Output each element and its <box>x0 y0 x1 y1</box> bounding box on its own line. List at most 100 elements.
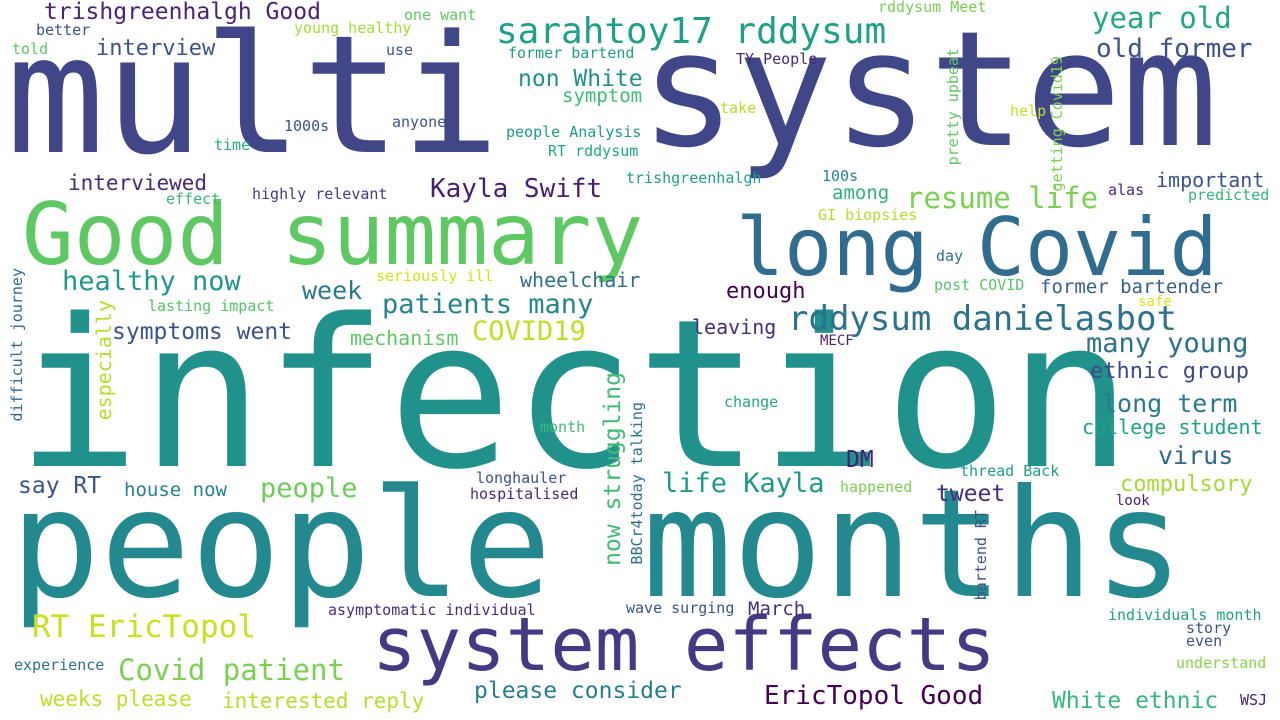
word-long-term: long term <box>1102 389 1238 418</box>
word-former-bartender: former bartender <box>1040 276 1224 298</box>
word-mechanism: mechanism <box>350 326 459 350</box>
word-former-bartend: former bartend <box>508 44 635 62</box>
word-year-old: year old <box>1092 1 1232 35</box>
word-seriously-ill: seriously ill <box>376 267 494 285</box>
word-mecf: MECF <box>820 333 854 349</box>
word-better: better <box>36 21 91 39</box>
word-resume-life: resume life <box>906 181 1099 215</box>
word-individuals-month: individuals month <box>1108 606 1262 624</box>
word-dm: DM <box>846 447 874 473</box>
word-old-former: old former <box>1096 34 1253 64</box>
word-tweet: tweet <box>936 481 1006 507</box>
word-rt-rddysum: RT rddysum <box>548 142 639 160</box>
word-hospitalised: hospitalised <box>470 485 579 503</box>
word-compulsory: compulsory <box>1120 472 1253 497</box>
word-ethnic-group: ethnic group <box>1090 359 1249 384</box>
word-look: look <box>1116 493 1150 509</box>
word-system: system <box>640 0 1218 183</box>
word-1000s: 1000s <box>284 117 330 135</box>
word-safe: safe <box>1138 294 1172 310</box>
word-virus: virus <box>1158 441 1234 470</box>
word-people-months: people months <box>10 458 1184 632</box>
word-wheelchair: wheelchair <box>520 268 641 292</box>
word-many-young: many young <box>1086 328 1249 359</box>
word-people-analysis: people Analysis <box>506 123 642 141</box>
word-anyone: anyone <box>392 113 447 131</box>
word-white-ethnic: White ethnic <box>1052 688 1219 714</box>
word-bbcr4today-talking: BBCr4today talking <box>628 402 646 565</box>
word-especially: especially <box>92 300 116 421</box>
word-symptoms-went: symptoms went <box>112 319 293 345</box>
word-life-kayla: life Kayla <box>662 468 825 499</box>
word-say-rt: say RT <box>18 473 102 499</box>
word-pretty-upbeat: pretty upbeat <box>944 48 962 166</box>
word-healthy-now: healthy now <box>62 266 241 297</box>
word-predicted: predicted <box>1188 186 1270 204</box>
word-people-small: people <box>260 473 358 504</box>
word-symptom: symptom <box>562 85 643 107</box>
word-enough: enough <box>726 279 806 304</box>
word-wave-surging: wave surging <box>626 599 735 617</box>
word-non-white: non White <box>518 66 643 92</box>
word-interested-reply: interested reply <box>222 689 425 713</box>
word-young-healthy: young healthy <box>294 19 412 37</box>
word-interview: interview <box>96 36 216 61</box>
word-please-consider: please consider <box>474 678 682 704</box>
word-kayla-swift: Kayla Swift <box>430 174 603 204</box>
word-covid-patient: Covid patient <box>118 653 345 687</box>
word-lasting-impact: lasting impact <box>148 297 275 315</box>
word-gi-biopsies: GI biopsies <box>818 206 918 224</box>
word-erictopol-good: EricTopol Good <box>764 681 984 711</box>
word-effect: effect <box>166 190 221 208</box>
word-thread-back: thread Back <box>960 462 1060 480</box>
word-happened: happened <box>840 478 913 496</box>
word-day: day <box>936 247 964 265</box>
word-longhauler: longhauler <box>476 469 567 487</box>
word-week: week <box>302 276 363 305</box>
word-story: story <box>1186 619 1232 637</box>
word-interviewed: interviewed <box>68 171 208 195</box>
word-leaving: leaving <box>692 315 777 339</box>
word-rt-erictopol: RT EricTopol <box>32 609 256 645</box>
word-patients-many: patients many <box>382 289 594 320</box>
word-even: even <box>1186 632 1223 650</box>
word-change: change <box>724 393 779 411</box>
word-bartend-rt: bartend RT <box>972 510 990 601</box>
word-understand: understand <box>1176 654 1267 672</box>
word-sarahtoy17-rddysum: sarahtoy17 rddysum <box>496 11 887 52</box>
word-time: time <box>214 136 251 154</box>
word-college-student: college student <box>1082 415 1263 439</box>
word-wsj: WSJ <box>1240 691 1268 709</box>
word-help: help <box>1010 102 1047 120</box>
word-highly-relevant: highly relevant <box>252 185 388 203</box>
word-house-now: house now <box>124 479 227 501</box>
word-march: March <box>748 598 806 620</box>
word-use: use <box>386 41 414 59</box>
word-good-summary: Good summary <box>22 185 644 285</box>
word-alas: alas <box>1108 181 1145 199</box>
word-rddysum-meet: rddysum Meet <box>878 0 987 16</box>
word-multi: multi <box>6 0 500 191</box>
word-experience: experience <box>14 656 105 674</box>
word-now-struggling: now struggling <box>600 372 626 566</box>
word-post-covid: post COVID <box>934 276 1025 294</box>
word-important: important <box>1156 168 1265 192</box>
word-told: told <box>12 40 49 58</box>
word-covid19: COVID19 <box>472 316 586 347</box>
word-difficult-journey: difficult journey <box>8 268 26 422</box>
word-ty-people: TY People <box>736 50 818 68</box>
word-weeks-please: weeks please <box>40 687 192 711</box>
word-long-covid: long Covid <box>736 201 1218 294</box>
word-100s: 100s <box>822 167 859 185</box>
word-system-effects: system effects <box>372 602 996 688</box>
word-infection: infection <box>16 275 1133 515</box>
word-take: take <box>720 99 757 117</box>
word-trishgreenhalgh: trishgreenhalgh <box>626 169 762 187</box>
word-getting-covid19: getting Covid19 <box>1048 56 1066 192</box>
word-rddysum-danielasbot: rddysum danielasbot <box>788 299 1177 339</box>
word-trishgreenhalgh-good: trishgreenhalgh Good <box>44 0 321 25</box>
word-month: month <box>540 418 586 436</box>
word-among: among <box>832 182 890 204</box>
word-asymptomatic-individual: asymptomatic individual <box>328 601 536 619</box>
